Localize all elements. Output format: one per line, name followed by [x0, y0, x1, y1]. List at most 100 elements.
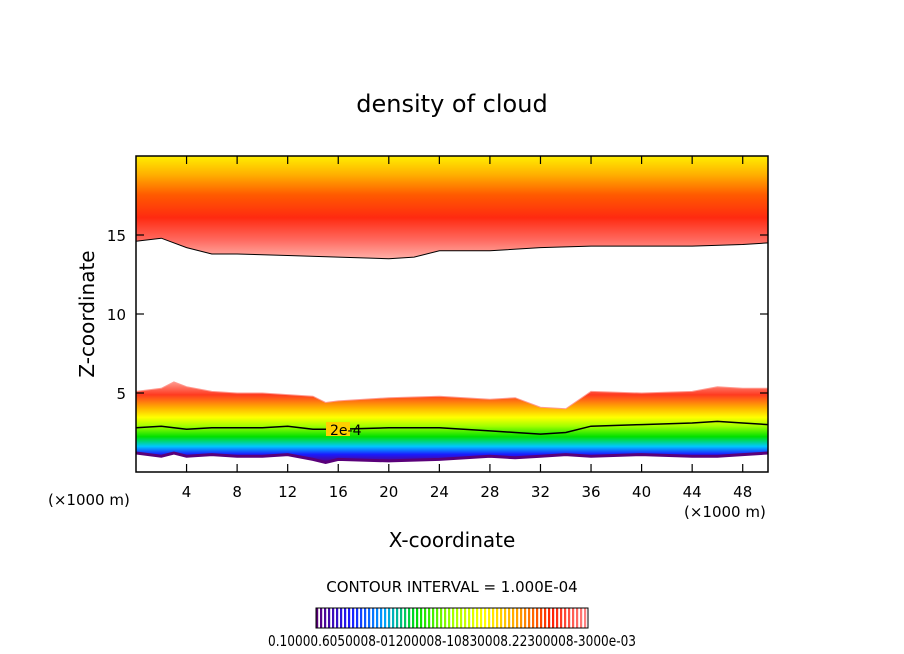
y-axis-ticks: 5 10 15 [107, 227, 768, 403]
colorbar-swatch [336, 608, 339, 628]
x-tick-label: 48 [733, 483, 752, 501]
colorbar-swatch [424, 608, 427, 628]
x-tick-label: 24 [430, 483, 449, 501]
colorbar-swatch [332, 608, 335, 628]
colorbar-swatch [352, 608, 355, 628]
colorbar-swatch [564, 608, 567, 628]
x-tick-label: 44 [683, 483, 702, 501]
colorbar-swatch [372, 608, 375, 628]
colorbar-swatch [364, 608, 367, 628]
colorbar-swatch [328, 608, 331, 628]
colorbar-swatch [448, 608, 451, 628]
colorbar-swatch [460, 608, 463, 628]
colorbar-swatch [508, 608, 511, 628]
colorbar-swatch [476, 608, 479, 628]
colorbar-swatch [348, 608, 351, 628]
colorbar-swatch [400, 608, 403, 628]
colorbar-swatch [388, 608, 391, 628]
colorbar-swatch [576, 608, 579, 628]
colorbar-swatch [452, 608, 455, 628]
colorbar-swatch [584, 608, 587, 628]
colorbar-swatch [568, 608, 571, 628]
colorbar-swatch [536, 608, 539, 628]
colorbar-swatch [556, 608, 559, 628]
colorbar-swatch [464, 608, 467, 628]
colorbar-swatch [512, 608, 515, 628]
y-tick-label: 5 [116, 385, 126, 403]
colorbar-swatch [560, 608, 563, 628]
colorbar-swatch [396, 608, 399, 628]
colorbar-swatch [480, 608, 483, 628]
upper-cloud-layer [136, 156, 768, 259]
colorbar-swatch [456, 608, 459, 628]
colorbar-swatch [340, 608, 343, 628]
lower-cloud-top-contour [136, 381, 768, 410]
x-tick-label: 16 [329, 483, 348, 501]
colorbar-swatch [492, 608, 495, 628]
chart-title: density of cloud [356, 90, 547, 118]
colorbar-swatch [324, 608, 327, 628]
colorbar-swatch [384, 608, 387, 628]
colorbar-swatch [432, 608, 435, 628]
contour-interval-text: CONTOUR INTERVAL = 1.000E-04 [326, 578, 577, 596]
contour-line-2e-4 [136, 420, 768, 435]
colorbar-swatch [468, 608, 471, 628]
colorbar-swatch [412, 608, 415, 628]
x-tick-label: 12 [278, 483, 297, 501]
colorbar-swatch [392, 608, 395, 628]
contour-label: 2e-4 [330, 423, 362, 439]
colorbar-swatch [356, 608, 359, 628]
x-unit-left: (×1000 m) [48, 491, 130, 509]
x-tick-label: 36 [581, 483, 600, 501]
colorbar-frame [315, 607, 589, 629]
colorbar-swatch [344, 608, 347, 628]
x-axis-label: X-coordinate [389, 528, 516, 552]
colorbar-swatch [420, 608, 423, 628]
colorbar-swatch [500, 608, 503, 628]
colorbar-swatch [380, 608, 383, 628]
upper-cloud-base-contour [136, 237, 768, 260]
x-tick-label: 40 [632, 483, 651, 501]
colorbar-swatch [484, 608, 487, 628]
colorbar-swatch [376, 608, 379, 628]
colorbar-swatch [488, 608, 491, 628]
colorbar-swatch [436, 608, 439, 628]
colorbar-swatch [516, 608, 519, 628]
lower-cloud-base-contour [136, 451, 768, 465]
lower-cloud-layer [136, 381, 768, 463]
colorbar-swatch [572, 608, 575, 628]
colorbar-swatch [404, 608, 407, 628]
colorbar-swatch [552, 608, 555, 628]
colorbar-swatch [368, 608, 371, 628]
colorbar-swatch [524, 608, 527, 628]
x-tick-label: 8 [232, 483, 242, 501]
colorbar-swatch [496, 608, 499, 628]
x-tick-label: 4 [182, 483, 192, 501]
colorbar-swatch [548, 608, 551, 628]
x-tick-label: 28 [480, 483, 499, 501]
colorbar-swatch [320, 608, 323, 628]
y-axis-label: Z-coordinate [75, 250, 99, 377]
colorbar-swatch [544, 608, 547, 628]
colorbar-swatch [428, 608, 431, 628]
x-unit-right: (×1000 m) [684, 503, 766, 521]
y-tick-label: 15 [107, 227, 126, 245]
colorbar-swatch [408, 608, 411, 628]
colorbar-swatch [416, 608, 419, 628]
colorbar-swatch [316, 608, 319, 628]
colorbar-swatch [472, 608, 475, 628]
colorbar-swatch [540, 608, 543, 628]
colorbar-swatch [360, 608, 363, 628]
x-tick-label: 20 [379, 483, 398, 501]
x-tick-label: 32 [531, 483, 550, 501]
colorbar-labels: 0.10000.6050008-01200008-10830008.223000… [268, 632, 636, 650]
colorbar-swatch [444, 608, 447, 628]
colorbar-swatch [520, 608, 523, 628]
plot-area: 2e-4 [136, 156, 768, 465]
contour-label-bg [326, 422, 350, 436]
colorbar-swatch [504, 608, 507, 628]
y-tick-label: 10 [107, 306, 126, 324]
colorbar [316, 608, 587, 628]
colorbar-swatch [532, 608, 535, 628]
